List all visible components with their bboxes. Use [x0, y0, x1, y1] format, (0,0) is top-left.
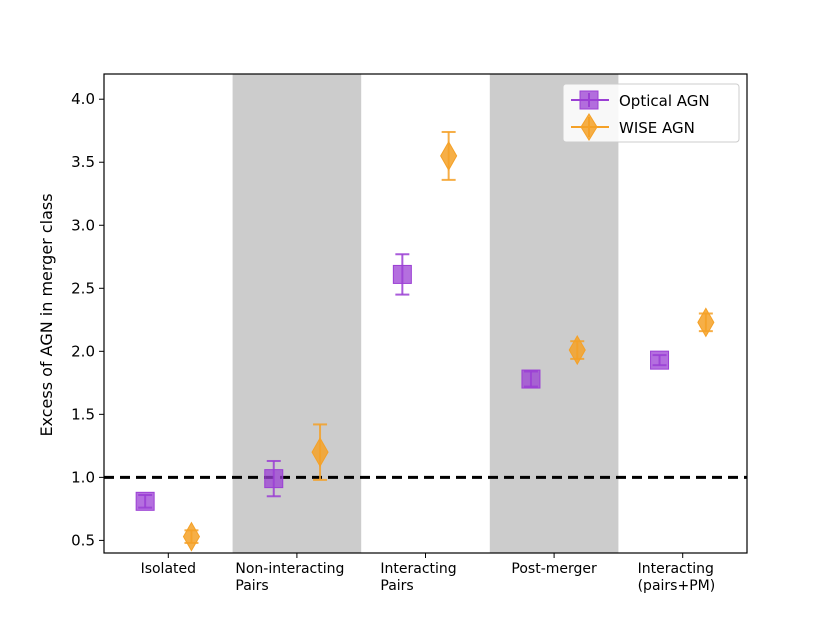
y-tick-label: 0.5: [71, 531, 95, 549]
y-tick-label: 3.0: [71, 216, 95, 234]
data-point: [392, 264, 412, 284]
data-point: [697, 307, 715, 338]
axes: [103, 73, 748, 554]
x-tick-label: Non-interacting Pairs: [235, 561, 344, 594]
legend: Optical AGN WISE AGN: [562, 83, 740, 143]
x-tick-label: Interacting (pairs+PM): [638, 561, 716, 594]
data-point: [521, 369, 541, 389]
plot-frame: [103, 73, 748, 554]
data-point: [311, 437, 329, 468]
x-tick-label-line: Pairs: [235, 578, 268, 594]
data-point: [650, 350, 670, 370]
legend-label: WISE AGN: [619, 119, 695, 137]
y-tick-label: 1.0: [71, 468, 95, 486]
x-tick-label: Isolated: [141, 561, 196, 577]
y-tick-label: 2.0: [71, 342, 95, 360]
y-tick-label: 4.0: [71, 90, 95, 108]
x-tick-label-line: (pairs+PM): [638, 578, 716, 594]
shaded-band-1: [232, 74, 362, 553]
data-point: [135, 491, 155, 511]
y-tick-label: 2.5: [71, 279, 95, 297]
data-point: [182, 521, 201, 552]
series-optical-agn: [135, 253, 670, 511]
data-point: [568, 335, 586, 366]
x-tick-label-line: Isolated: [141, 561, 196, 577]
x-tick-label-line: Pairs: [380, 578, 413, 594]
x-tick-label-line: Post-merger: [511, 561, 597, 577]
x-tick-label: Post-merger: [511, 561, 597, 577]
y-axis-label: Excess of AGN in merger class: [37, 193, 56, 436]
series-wise-agn: [182, 130, 715, 552]
x-tick-label-line: Non-interacting: [235, 561, 344, 577]
data-point: [440, 140, 458, 171]
x-tick-label-line: Interacting: [638, 561, 714, 577]
y-tick-label: 3.5: [71, 153, 95, 171]
data-series: [135, 130, 715, 552]
x-tick-label-line: Interacting: [380, 561, 456, 577]
category-shading: [232, 74, 619, 553]
y-axis-ticks: 0.5 1.0 1.5 2.0 2.5 3.0 3.5 4.0: [71, 90, 104, 549]
x-tick-label: Interacting Pairs: [380, 561, 456, 594]
data-point: [264, 469, 284, 489]
shaded-band-3: [489, 74, 619, 553]
y-tick-label: 1.5: [71, 405, 95, 423]
legend-label: Optical AGN: [619, 92, 710, 110]
